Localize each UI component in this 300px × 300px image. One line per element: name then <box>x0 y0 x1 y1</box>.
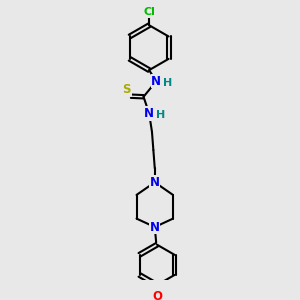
Text: N: N <box>150 176 160 189</box>
Text: H: H <box>156 110 165 120</box>
Text: N: N <box>144 107 154 120</box>
Text: O: O <box>152 290 162 300</box>
Text: N: N <box>151 75 161 88</box>
Text: H: H <box>163 78 172 88</box>
Text: N: N <box>150 220 160 233</box>
Text: Cl: Cl <box>143 7 155 17</box>
Text: S: S <box>122 83 131 96</box>
